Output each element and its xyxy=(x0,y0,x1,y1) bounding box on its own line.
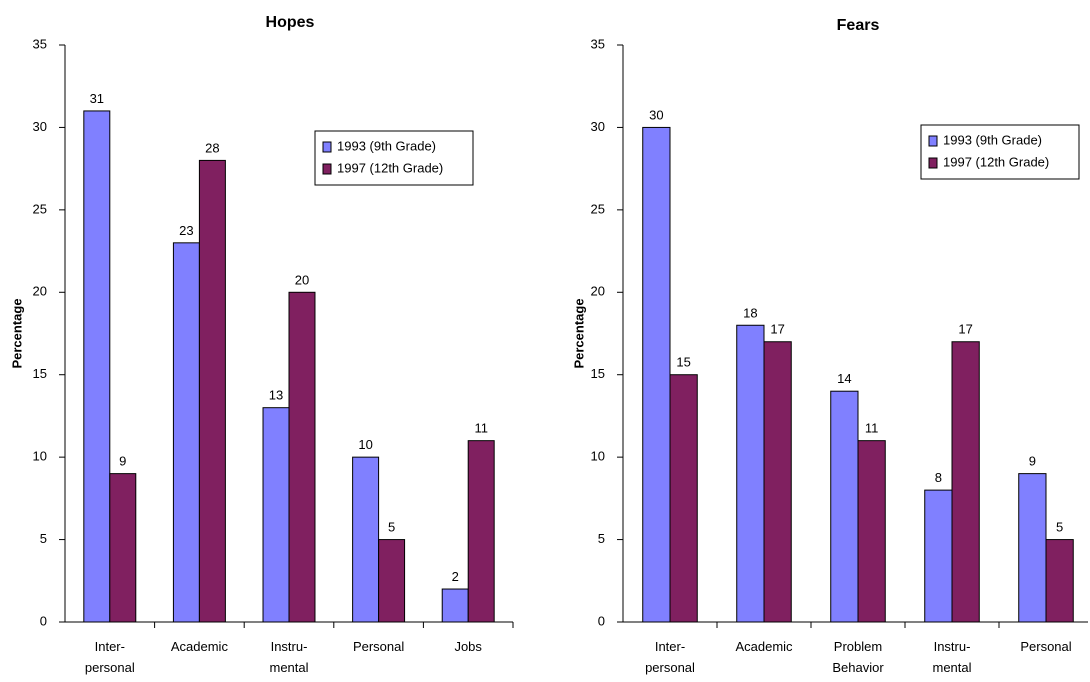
chart-title: Fears xyxy=(837,17,880,34)
bar-1993 xyxy=(441,588,469,623)
bar-1997 xyxy=(669,374,698,623)
chart-title: Hopes xyxy=(266,14,315,31)
bar-data-label: 8 xyxy=(935,470,942,485)
x-category-label: personal xyxy=(85,660,135,675)
bar-1997 xyxy=(1045,539,1074,623)
y-tick-label: 25 xyxy=(591,201,605,216)
legend-entry: 1997 (12th Grade) xyxy=(943,154,1049,169)
bar-1993 xyxy=(924,489,953,623)
x-category-label: Inter- xyxy=(95,639,125,654)
bar-1997 xyxy=(951,341,980,623)
x-category-label: Personal xyxy=(353,639,404,654)
y-axis-label: Percentage xyxy=(571,298,586,368)
y-tick-label: 30 xyxy=(591,119,605,134)
bar-data-label: 11 xyxy=(474,421,488,436)
y-tick-label: 20 xyxy=(591,284,605,299)
bar-1993 xyxy=(1018,473,1047,623)
y-tick-label: 20 xyxy=(33,284,47,299)
y-axis-label: Percentage xyxy=(9,298,24,368)
x-category-label: mental xyxy=(932,660,971,675)
bar-data-label: 2 xyxy=(452,569,459,584)
x-category-label: Academic xyxy=(735,639,793,654)
bar-data-label: 20 xyxy=(295,272,309,287)
bar-data-label: 10 xyxy=(358,437,372,452)
bar-data-label: 9 xyxy=(1029,454,1036,469)
bar-data-label: 11 xyxy=(865,421,879,436)
y-tick-label: 25 xyxy=(33,201,47,216)
y-tick-label: 35 xyxy=(591,36,605,51)
y-tick-label: 15 xyxy=(591,366,605,381)
y-tick-label: 0 xyxy=(40,613,47,628)
chart-hopes: HopesPercentage05101520253035Inter-perso… xyxy=(9,14,514,675)
bar-1993 xyxy=(642,126,671,623)
x-category-label: Instru- xyxy=(271,639,308,654)
bar-data-label: 28 xyxy=(205,140,219,155)
x-category-label: Inter- xyxy=(655,639,685,654)
x-category-label: Personal xyxy=(1020,639,1071,654)
legend-entry: 1993 (9th Grade) xyxy=(337,138,436,153)
bar-data-label: 17 xyxy=(958,322,972,337)
y-tick-label: 5 xyxy=(40,531,47,546)
bar-1997 xyxy=(857,440,886,623)
bar-data-label: 18 xyxy=(743,305,757,320)
bar-1997 xyxy=(467,440,495,623)
bar-1993 xyxy=(172,242,200,623)
y-tick-label: 30 xyxy=(33,119,47,134)
bar-1993 xyxy=(352,456,380,623)
y-tick-label: 0 xyxy=(598,613,605,628)
legend-swatch xyxy=(928,135,938,147)
bar-1997 xyxy=(109,473,137,623)
legend-box xyxy=(920,124,1080,180)
bar-data-label: 15 xyxy=(676,355,690,370)
bar-1993 xyxy=(83,110,111,623)
bar-1997 xyxy=(288,291,316,623)
x-category-label: Behavior xyxy=(832,660,884,675)
x-category-label: mental xyxy=(269,660,308,675)
bar-data-label: 5 xyxy=(1056,520,1063,535)
bar-data-label: 14 xyxy=(837,371,851,386)
y-tick-label: 10 xyxy=(591,449,605,464)
bar-data-label: 17 xyxy=(770,322,784,337)
bar-1997 xyxy=(378,539,406,623)
legend-swatch xyxy=(322,141,332,153)
legend-entry: 1997 (12th Grade) xyxy=(337,160,443,175)
bar-1993 xyxy=(736,324,765,623)
bar-1993 xyxy=(262,407,290,623)
bar-data-label: 23 xyxy=(179,223,193,238)
x-category-label: Jobs xyxy=(454,639,482,654)
legend-box xyxy=(314,130,474,186)
bar-data-label: 5 xyxy=(388,520,395,535)
chart-fears: Fears Percentage 0 5 10 15 20 25 30 35 Inter-perso… xyxy=(571,17,1088,675)
bar-data-label: 30 xyxy=(649,107,663,122)
x-category-label: personal xyxy=(645,660,695,675)
legend: 1993 (9th Grade) 1997 (12th Grade) xyxy=(920,124,1080,180)
x-category-label: Instru- xyxy=(934,639,971,654)
bar-1997 xyxy=(763,341,792,623)
bar-1993 xyxy=(830,390,859,623)
y-tick-label: 35 xyxy=(33,36,47,51)
bar-data-label: 31 xyxy=(90,91,104,106)
legend: 1993 (9th Grade) 1997 (12th Grade) xyxy=(314,130,474,186)
bar-1997 xyxy=(198,159,226,623)
y-tick-label: 15 xyxy=(33,366,47,381)
bar-data-label: 13 xyxy=(269,388,283,403)
x-category-label: Problem xyxy=(834,639,882,654)
bar-data-label: 9 xyxy=(119,454,126,469)
legend-swatch xyxy=(928,157,938,169)
legend-entry: 1993 (9th Grade) xyxy=(943,132,1042,147)
x-category-label: Academic xyxy=(171,639,229,654)
y-tick-label: 5 xyxy=(598,531,605,546)
legend-swatch xyxy=(322,163,332,175)
y-tick-label: 10 xyxy=(33,449,47,464)
